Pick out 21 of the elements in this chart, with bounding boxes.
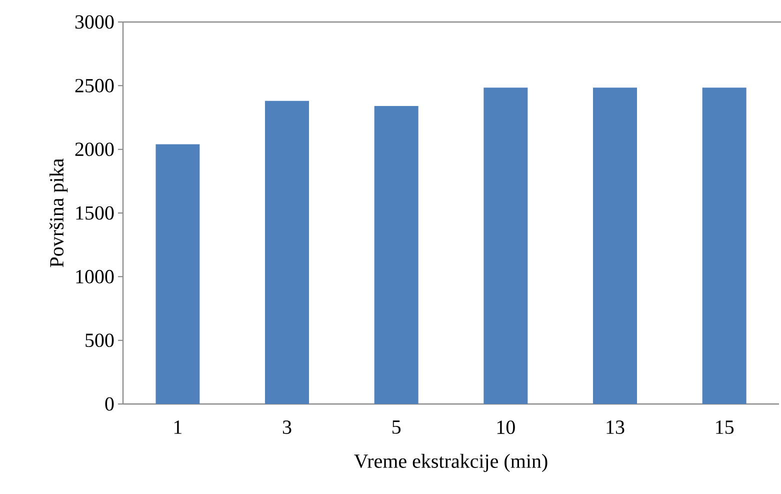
x-tick-label: 15 [716,420,734,434]
x-tick-label: 1 [174,420,182,434]
x-tick-label: 3 [282,420,292,434]
y-tick-label: 1000 [76,270,114,284]
x-tick-label: 5 [392,420,401,434]
x-axis-title: Vreme ekstrakcije (min) [354,454,548,472]
bar [374,106,418,404]
y-tick-label: 1500 [76,206,114,220]
x-tick-label: 10 [497,420,515,434]
bar [484,88,528,404]
y-tick-label: 2500 [75,78,114,92]
y-tick-label: 2000 [75,142,114,156]
bar [265,100,310,404]
y-axis-title: Površina pika [49,158,68,268]
y-tick-label: 3000 [75,15,114,29]
y-tick-label: 0 [105,397,114,411]
bar [702,88,746,404]
bar [156,144,200,404]
x-tick-label: 13 [606,420,624,434]
bar [592,88,637,404]
y-tick-label: 500 [86,334,114,348]
